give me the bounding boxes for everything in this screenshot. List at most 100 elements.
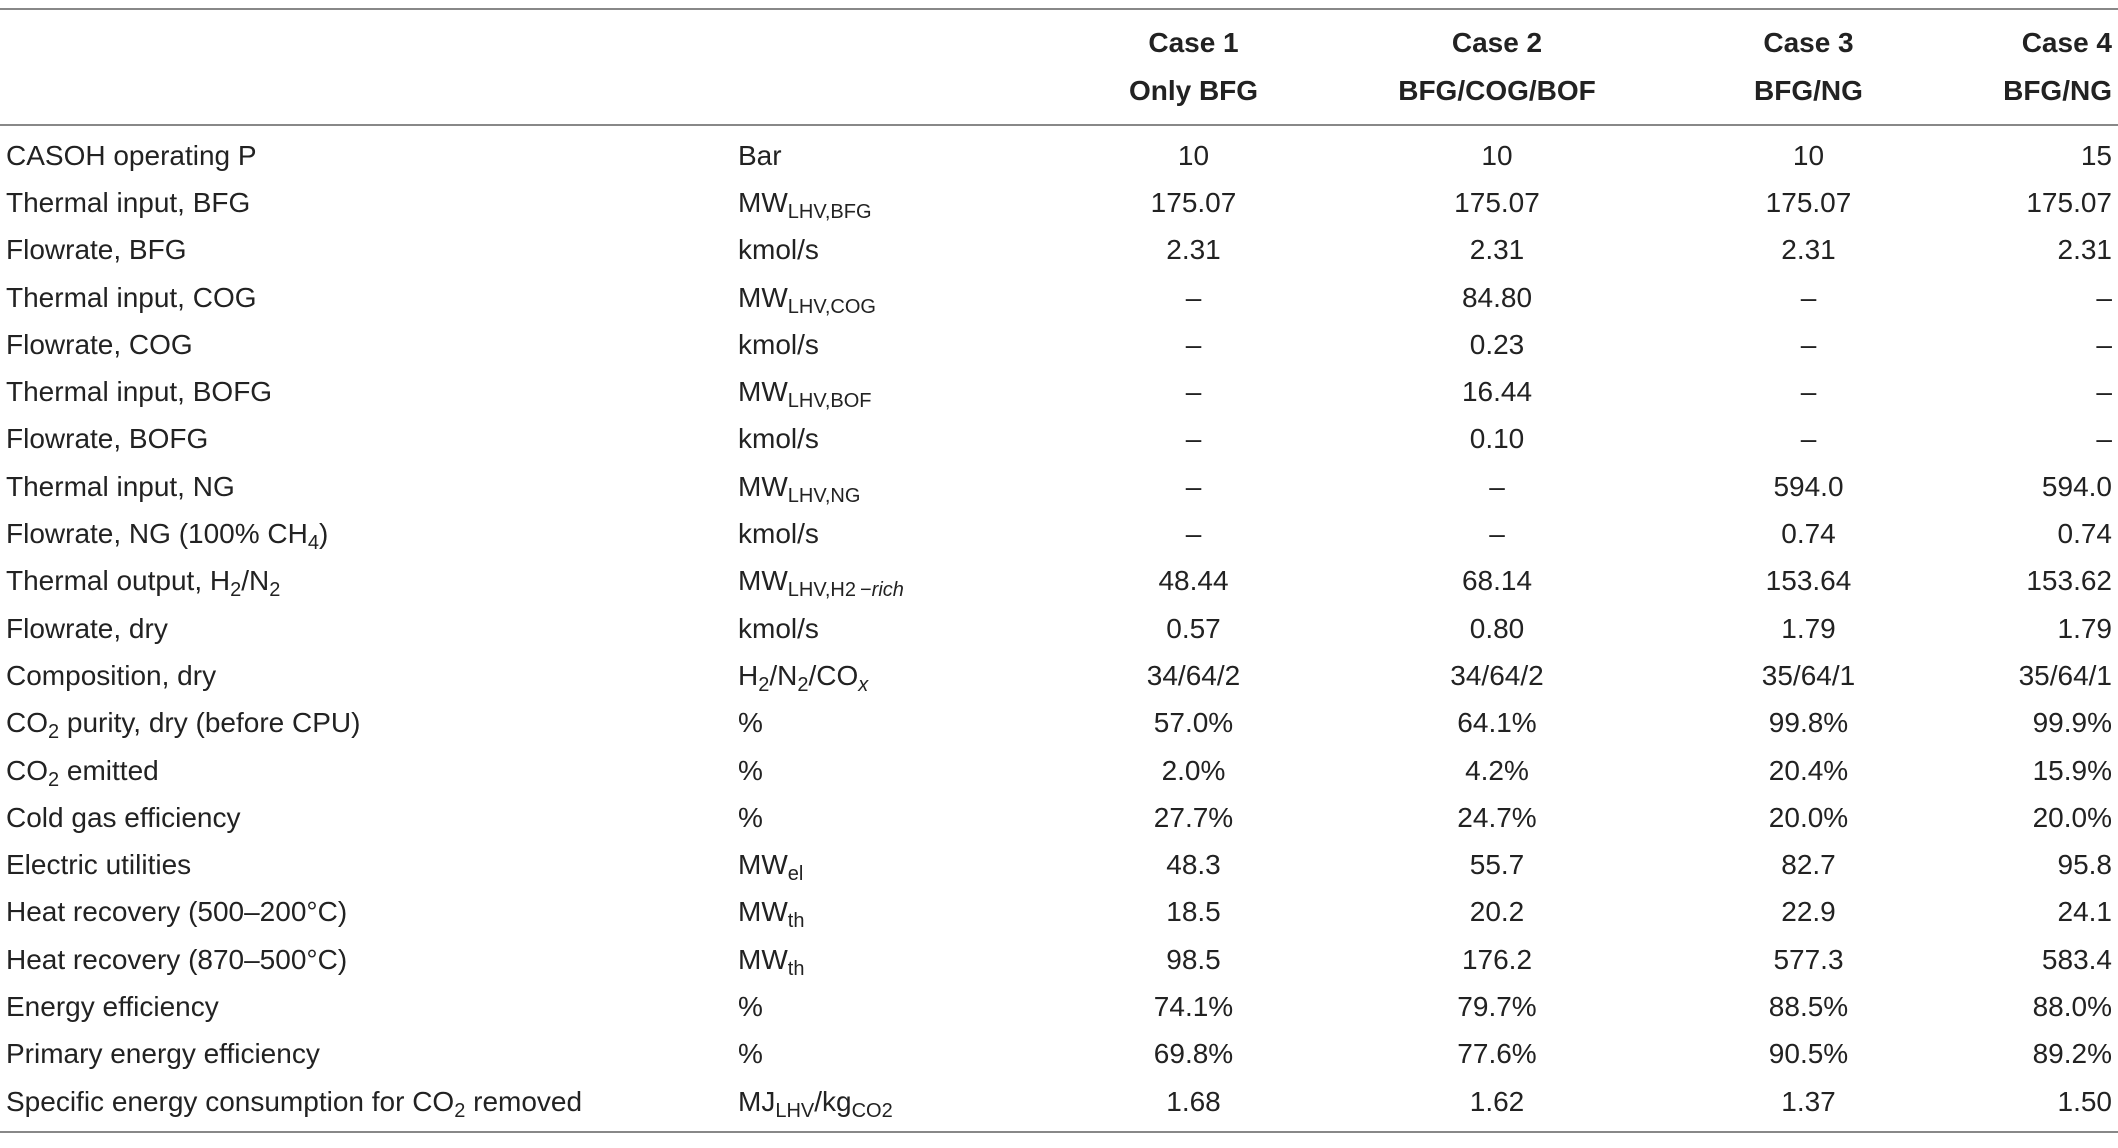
text-run: Bar [738,139,782,171]
value-cell-case-4: – [2096,328,2112,360]
text-run: Cold gas efficiency [6,801,241,833]
value-cell-case-2: 68.14 [1461,565,1533,597]
value-cell-case-1: 18.5 [1166,896,1221,928]
parameter-cell: Energy efficiency [0,983,738,1030]
value-cell-case-4: – [2096,281,2112,313]
subscript: 2 [48,721,60,744]
value-cell-case-2: 4.2% [1465,754,1529,786]
text-run: MW [738,186,788,218]
text-run: Primary energy efficiency [6,1038,320,1070]
table-row: Composition, dry H2/N2/COx 34/64/2 34/64/2 3… [0,652,2118,699]
unit-cell: kmol/s [738,227,1066,274]
text-run: MW [738,470,788,502]
value-cell-case-1: 1.68 [1066,1077,1321,1134]
text-run: removed [465,1085,583,1117]
unit-cell: MWth [738,936,1066,983]
text-run: ) [319,518,329,550]
value-cell-case-2: 20.2 [1469,896,1525,928]
value-cell-case-4: 153.62 [2026,565,2112,597]
text-run: /N [241,565,270,597]
value-cell-case-2: 34/64/2 [1450,659,1544,691]
text-run: /N [769,659,798,691]
table-row: Thermal output, H2/N2 MWLHV,H2 −rich 48.44… [0,558,2118,605]
text-run: MW [738,565,788,597]
value-cell-case-3: 1.37 [1673,1077,1944,1134]
text-run: Energy efficiency [6,990,219,1022]
case-feed: Only BFG [1128,75,1259,106]
value-cell-case-4: 594.0 [2041,470,2112,502]
text-run: Flowrate, COG [6,328,193,360]
text-run: CO [6,754,48,786]
header-case-4: Case 4 BFG/NG [1944,8,2118,126]
text-run: % [738,801,763,833]
unit-cell: % [738,700,1066,747]
header-unit [738,8,1066,126]
subscript: rich [872,579,904,601]
value-cell-case-1: – [1185,470,1202,502]
subscript: 2 [454,1099,466,1122]
value-cell-case-3: – [1800,376,1817,408]
parameter-cell: Primary energy efficiency [0,1031,738,1078]
value-cell-case-2: 0.23 [1469,328,1525,360]
table-row: Flowrate, dry kmol/s 0.57 0.80 1.79 1.79 [0,605,2118,652]
value-cell-case-2: 10 [1481,139,1513,171]
value-cell-case-1: – [1185,423,1202,455]
value-cell-case-3: 82.7 [1781,849,1836,881]
value-cell-case-2: 2.31 [1469,234,1525,266]
value-cell-case-3: 1.79 [1781,612,1836,644]
value-cell-case-3: 594.0 [1773,470,1844,502]
subscript: LHV,COG [787,295,876,318]
value-cell-case-3: 22.9 [1781,896,1836,928]
table-row: Thermal input, NG MWLHV,NG – – 594.0 594.0 [0,463,2118,510]
text-run: Flowrate, NG (100% CH [6,518,308,550]
parameter-cell: Thermal input, NG [0,463,738,510]
value-cell-case-1: – [1185,281,1202,313]
value-cell-case-1: – [1185,518,1202,550]
unit-cell: H2/N2/COx [738,652,1066,699]
value-cell-case-3: 0.74 [1781,518,1836,550]
subscript: LHV,NG [787,484,861,507]
value-cell-case-2: 77.6% [1457,1038,1537,1070]
value-cell-case-4: 1.79 [2057,612,2113,644]
unit-cell: % [738,1031,1066,1078]
value-cell-case-4: 15.9% [2032,754,2112,786]
value-cell-case-3: – [1800,423,1817,455]
case-feed: BFG/NG [2003,75,2112,106]
parameter-cell: CO2 purity, dry (before CPU) [0,700,738,747]
text-run: kmol/s [738,328,819,360]
subscript: 4 [307,532,319,555]
text-run: purity, dry (before CPU) [59,707,361,739]
subscript: x [858,674,868,696]
value-cell-case-4: – [2096,376,2112,408]
parameter-cell: Thermal output, H2/N2 [0,558,738,605]
table-row: Primary energy efficiency% 69.8% 77.6% 90.5… [0,1031,2118,1078]
text-run: Thermal input, COG [6,281,257,313]
data-table: Case 1 Only BFG Case 2 BFG/COG/BOF Case … [0,8,2118,1134]
text-run: Composition, dry [6,659,217,691]
value-cell-case-2: 84.80 [1461,281,1533,313]
subscript: el [787,863,804,886]
value-cell-case-4: 1.50 [1944,1077,2118,1134]
value-cell-case-3: 153.64 [1765,565,1852,597]
subscript: LHV,BFG [787,200,872,223]
parameter-cell: Specific energy consumption for CO2 remo… [0,1077,738,1134]
text-run: Heat recovery (870–500°C) [6,943,348,975]
value-cell-case-1: 175.07 [1150,186,1237,218]
text-run: /CO [808,659,859,691]
value-cell-case-1: 0.57 [1166,612,1221,644]
table-row: Heat recovery (500–200°C) MWth 18.5 20.2 22.… [0,889,2118,936]
parameter-cell: Flowrate, BFG [0,227,738,274]
parameter-cell: Flowrate, dry [0,605,738,652]
value-cell-case-4: 15 [2080,139,2112,171]
table-row: Cold gas efficiency% 27.7% 24.7% 20.0% 20.0% [0,794,2118,841]
text-run: CASOH operating P [6,139,257,171]
unit-cell: MWLHV,COG [738,274,1066,321]
text-run: Specific energy consumption for CO [6,1085,455,1117]
value-cell-case-3: 10 [1792,139,1825,171]
value-cell-case-1: – [1185,376,1202,408]
parameter-cell: CASOH operating P [0,125,738,179]
value-cell-case-1: 69.8% [1153,1038,1234,1070]
value-cell-case-1: 34/64/2 [1146,659,1241,691]
text-run: Flowrate, dry [6,612,168,644]
value-cell-case-2: 1.62 [1321,1077,1673,1134]
